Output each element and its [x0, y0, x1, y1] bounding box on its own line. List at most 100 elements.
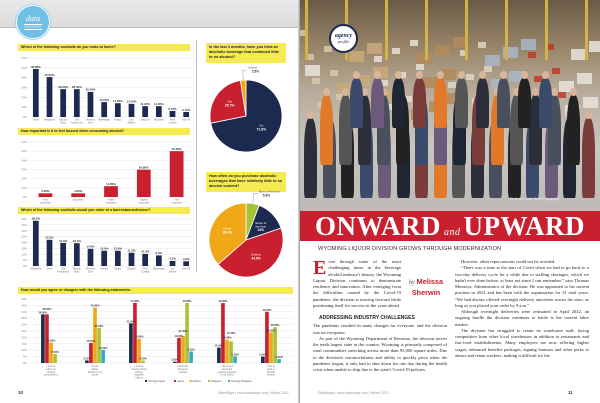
page-footer: StateWays | www.stateways.com | Winter 2…	[318, 391, 389, 395]
category-label: Mojito	[114, 119, 121, 122]
person-silhouette	[371, 78, 384, 128]
category-label: in my drinks	[220, 374, 234, 377]
warehouse-box	[453, 37, 468, 48]
headline-word-1: ONWARD	[314, 211, 441, 241]
warehouse-box	[485, 55, 500, 66]
bar	[97, 327, 101, 363]
headline-word-2: UPWARD	[463, 211, 585, 241]
logo-text: agency	[334, 33, 353, 39]
photo-credit: Photo by Lorelle Reid Photography	[510, 197, 560, 201]
warehouse-box	[423, 77, 438, 88]
warehouse-box	[460, 50, 468, 56]
bar	[277, 359, 281, 363]
chart-agree-disagree: 0% 5% 10% 15% 20% 25% 30% 35% 40% 45% 50% 38.00%38.…	[21, 297, 293, 383]
bar	[89, 343, 93, 363]
category-label: Other	[46, 268, 52, 271]
paragraph: However, other repercussions could not b…	[461, 259, 556, 264]
person-head	[479, 71, 486, 79]
warehouse-box	[534, 76, 542, 82]
category-label: Important	[106, 201, 117, 204]
warehouse-box	[559, 81, 574, 92]
data-label: 19.00%	[135, 335, 144, 339]
person-head	[542, 71, 549, 79]
warehouse-box	[577, 73, 592, 84]
bar	[93, 307, 97, 363]
bar	[177, 337, 181, 363]
data-label: 13.0%	[100, 247, 109, 251]
legend-swatch	[228, 380, 230, 382]
legend-label: Agree	[177, 379, 184, 383]
category-label: Martini	[100, 268, 108, 271]
category-label: lighter	[92, 368, 99, 371]
legend-label: Strongly Agree	[148, 379, 166, 383]
category-label: Dry	[130, 119, 135, 122]
person-silhouette	[339, 95, 352, 165]
legend-swatch	[189, 380, 192, 382]
data-label: 31.00%	[126, 319, 135, 323]
bar	[265, 311, 269, 363]
category-label: Piña	[143, 268, 149, 271]
data-label: 21.00%	[179, 329, 188, 333]
category-label: I tend to	[134, 365, 144, 368]
headline: ONWARD and UPWARD	[300, 211, 600, 241]
person-head	[353, 71, 360, 79]
bar	[53, 354, 57, 363]
category-label: Mary	[74, 270, 80, 273]
person-head	[570, 88, 577, 96]
y-tick-label: 60%	[21, 56, 27, 60]
category-label: Not	[175, 199, 179, 202]
leader-line	[242, 69, 247, 81]
bar	[155, 106, 162, 117]
y-tick-label: 30%	[21, 86, 27, 90]
category-label: Important	[139, 201, 150, 204]
category-label: brands	[267, 374, 275, 377]
y-tick-label: 30%	[21, 323, 27, 327]
person-head	[513, 88, 520, 96]
data-label: 38.00%	[38, 310, 47, 314]
bar	[128, 252, 135, 266]
y-tick-label: 30%	[21, 168, 27, 172]
data-label: 10.30%	[99, 346, 108, 350]
y-tick-label: 40%	[21, 76, 27, 80]
bar	[142, 253, 149, 266]
category-label: Important	[73, 199, 84, 202]
category-label: Important	[40, 201, 51, 204]
pie-slice	[217, 227, 284, 278]
warehouse-box	[589, 41, 600, 52]
bar	[32, 69, 39, 117]
data-label: 24.00%	[267, 328, 276, 332]
y-tick-label: 10%	[21, 186, 27, 190]
bar	[87, 248, 94, 266]
category-label: Fashioned	[71, 121, 83, 124]
category-label: Slightly	[140, 199, 149, 202]
bar	[155, 255, 162, 266]
warehouse-box	[466, 74, 474, 80]
bar	[101, 102, 108, 117]
category-label: Manhattan	[153, 268, 165, 271]
pie-slice	[208, 202, 247, 265]
data-label: 27.50%	[95, 324, 104, 328]
category-label: calories/nutrients	[218, 371, 238, 374]
y-tick-label: 40%	[21, 158, 27, 162]
warehouse-box	[305, 65, 320, 76]
warehouse-box	[410, 40, 418, 46]
legend-swatch	[208, 380, 210, 382]
data-label: 2.00%	[83, 356, 91, 360]
bar	[173, 361, 177, 363]
warehouse-box	[306, 54, 314, 60]
bar	[169, 111, 176, 117]
data-label: 28.00%	[271, 323, 280, 327]
bar	[221, 303, 225, 363]
data-label: 28.30%	[72, 85, 82, 89]
legend-label: Neither	[193, 379, 201, 383]
bar	[217, 347, 221, 363]
person-head	[323, 88, 330, 96]
data-label: 11.00%	[154, 102, 164, 106]
bar	[273, 327, 277, 363]
left-page: data CENTER Which of the following cockt…	[0, 0, 300, 395]
category-label: Important	[171, 201, 182, 204]
warehouse-box	[546, 44, 554, 50]
data-label: 10.3%	[141, 250, 150, 254]
y-tick-label: 10%	[21, 252, 27, 256]
warehouse-rack-post	[425, 0, 428, 60]
